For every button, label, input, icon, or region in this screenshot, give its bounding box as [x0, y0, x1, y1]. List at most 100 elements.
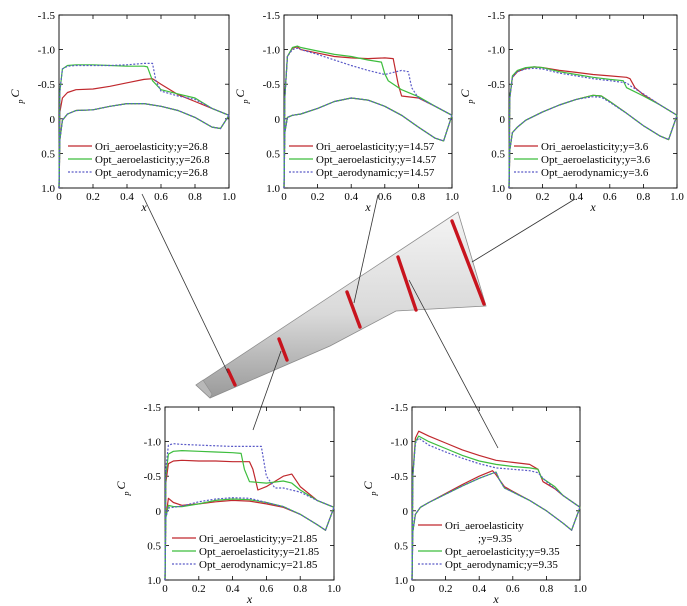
x-tick-label: 0.4	[472, 583, 486, 595]
y-tick-label: -0.5	[391, 471, 409, 483]
y-axis-label: C	[233, 89, 247, 98]
y-axis-label: C	[361, 481, 375, 490]
y-axis-label: C	[8, 89, 22, 98]
x-tick-label: 0	[162, 583, 168, 595]
x-tick-label: 1.0	[445, 191, 459, 203]
y-tick-label: -1.5	[38, 10, 56, 22]
x-tick-label: 0.2	[536, 191, 550, 203]
x-tick-label: 0.8	[637, 191, 651, 203]
series-opt_aerodynamic-lower	[411, 471, 581, 581]
x-tick-label: 0.2	[86, 191, 100, 203]
y-tick-label: 0.5	[266, 148, 280, 160]
cp-chart-3: -1.5-1.0-0.500.51.00 0.2 0.4 0.6 0.8 1.0xCpOr…	[458, 10, 684, 214]
leader-line-y21.85	[252, 350, 282, 431]
y-tick-label: 0	[50, 114, 56, 126]
x-tick-label: 0.6	[378, 191, 392, 203]
leader-lines	[141, 193, 576, 449]
wing-section-y3.6	[450, 219, 486, 306]
y-axis-label: C	[458, 89, 472, 98]
legend-label-ori: Ori_aeroelasticity;y=26.8	[95, 141, 208, 153]
legend-label-opt_aerodynamic: Opt_aerodynamic;y=9.35	[445, 559, 558, 571]
y-tick-label: 1.0	[491, 183, 505, 195]
x-tick-label: 0.8	[412, 191, 426, 203]
series-opt_aeroelastic-upper	[164, 450, 335, 581]
cp-chart-2: -1.5-1.0-0.500.51.00 0.2 0.4 0.6 0.8 1.0xCpOr…	[233, 10, 459, 214]
legend-label-opt_aerodynamic: Opt_aerodynamic;y=3.6	[541, 167, 649, 179]
x-tick-label: 0.6	[603, 191, 617, 203]
x-axis-label: x	[140, 200, 147, 214]
y-tick-label: 0.5	[394, 540, 408, 552]
x-axis-label: x	[492, 592, 499, 606]
series-opt_aerodynamic-upper	[508, 67, 678, 189]
plot-frame	[508, 14, 678, 189]
y-tick-label: 0	[156, 506, 162, 518]
y-tick-label: 1.0	[147, 575, 161, 587]
y-tick-label: 0	[500, 114, 506, 126]
y-tick-label: 1.0	[266, 183, 280, 195]
wing-section-y26.8	[226, 368, 237, 387]
series-opt_aerodynamic-lower	[164, 497, 335, 581]
wing-view	[141, 193, 576, 449]
x-tick-label: 0.6	[506, 583, 520, 595]
x-tick-label: 1.0	[573, 583, 587, 595]
plot-frame	[411, 406, 581, 581]
series-opt_aeroelastic-upper	[508, 66, 678, 189]
legend-label-ori-line2: ;y=9.35	[478, 533, 513, 545]
x-tick-label: 0.6	[260, 583, 274, 595]
y-tick-label: 0	[403, 506, 409, 518]
x-tick-label: 0.8	[540, 583, 554, 595]
x-tick-label: 0.2	[439, 583, 453, 595]
leader-line-y9.35	[408, 279, 499, 449]
x-tick-label: 0.4	[120, 191, 134, 203]
y-tick-label: -1.5	[263, 10, 281, 22]
wing-section-y9.35	[396, 255, 418, 312]
x-tick-label: 1.0	[222, 191, 236, 203]
y-tick-label: -1.5	[144, 402, 162, 414]
series-opt_aerodynamic-upper	[164, 443, 335, 581]
y-tick-label: -0.5	[38, 79, 56, 91]
wing-section-y21.85	[277, 337, 289, 362]
series-opt_aerodynamic-lower	[283, 97, 453, 189]
legend-label-ori: Ori_aeroelasticity;y=14.57	[316, 141, 435, 153]
legend-label-opt_aeroelastic: Opt_aeroelasticity;y=9.35	[445, 546, 560, 558]
y-tick-label: 0	[275, 114, 281, 126]
series-ori-upper	[411, 430, 581, 581]
x-tick-label: 0	[56, 191, 62, 203]
y-axis-label-subscript: p	[466, 100, 475, 105]
series-ori-upper	[164, 459, 335, 581]
x-tick-label: 0.8	[188, 191, 202, 203]
series-opt_aeroelastic-upper	[283, 45, 453, 189]
x-tick-label: 0.2	[192, 583, 206, 595]
legend-label-ori: Ori_aeroelasticity;y=3.6	[541, 141, 649, 153]
wing-section-y14.57	[345, 290, 362, 329]
legend-label-ori: Ori_aeroelasticity	[445, 520, 524, 532]
leader-line-y26.8	[141, 193, 229, 374]
x-axis-label: x	[364, 200, 371, 214]
series-opt_aerodynamic-upper	[411, 437, 581, 581]
x-tick-label: 0	[409, 583, 415, 595]
x-axis-label: x	[589, 200, 596, 214]
y-tick-label: 0.5	[41, 148, 55, 160]
y-tick-label: 1.0	[41, 183, 55, 195]
series-opt_aerodynamic-upper	[283, 47, 453, 189]
x-tick-label: 0.8	[293, 583, 307, 595]
y-axis-label-subscript: p	[16, 100, 25, 105]
y-axis-label: C	[114, 481, 128, 490]
x-tick-label: 0.4	[344, 191, 358, 203]
y-tick-label: -1.0	[144, 437, 162, 449]
series-opt_aeroelastic-upper	[58, 64, 230, 189]
series-opt_aerodynamic-lower	[508, 96, 678, 189]
y-axis-label-subscript: p	[241, 100, 250, 105]
x-axis-label: x	[246, 592, 253, 606]
legend-label-opt_aerodynamic: Opt_aerodynamic;y=21.85	[199, 559, 318, 571]
y-tick-label: 1.0	[394, 575, 408, 587]
plot-frame	[58, 14, 230, 189]
y-tick-label: -0.5	[144, 471, 162, 483]
y-tick-label: 0.5	[491, 148, 505, 160]
x-tick-label: 0.4	[569, 191, 583, 203]
y-tick-label: -1.0	[38, 45, 56, 57]
legend-label-opt_aeroelastic: Opt_aeroelasticity;y=3.6	[541, 154, 651, 166]
leader-line-y3.6	[471, 198, 576, 263]
x-tick-label: 0	[281, 191, 287, 203]
